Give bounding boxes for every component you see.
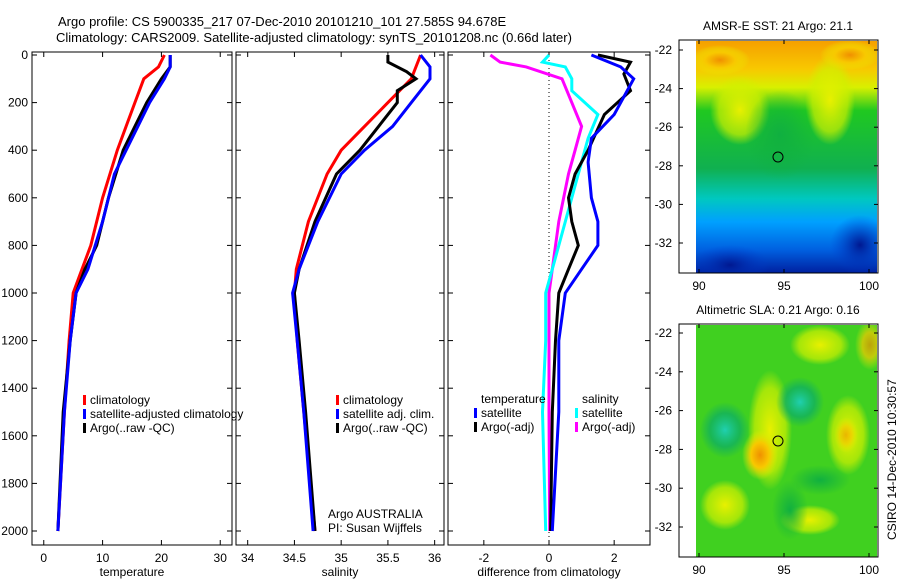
legend-item: satellite bbox=[582, 406, 623, 420]
map-title: Altimetric SLA: 0.21 Argo: 0.16 bbox=[696, 303, 860, 317]
lat-tick-label: -22 bbox=[655, 326, 673, 340]
y-tick-label: 600 bbox=[8, 191, 28, 205]
series-line-climatology bbox=[56, 54, 166, 532]
legend-swatch bbox=[336, 409, 339, 419]
argo-location-marker bbox=[772, 151, 784, 163]
lat-tick-label: -32 bbox=[655, 520, 673, 534]
y-tick-label: 1400 bbox=[1, 381, 28, 395]
legend-swatch bbox=[83, 409, 86, 419]
title-line-1: Argo profile: CS 5900335_217 07-Dec-2010… bbox=[58, 14, 507, 29]
credit-line-2: PI: Susan Wijffels bbox=[328, 521, 422, 535]
series-line-temperature-argo-adj- bbox=[549, 53, 633, 532]
x-tick-label: 35 bbox=[334, 551, 348, 565]
legend-item: satellite-adjusted climatology bbox=[90, 407, 243, 421]
legend-swatch bbox=[83, 395, 86, 405]
lat-tick-label: -30 bbox=[655, 481, 673, 495]
legend-item: Argo(..raw -QC) bbox=[343, 421, 428, 435]
x-tick-label: 34 bbox=[241, 551, 255, 565]
lat-tick-label: -26 bbox=[655, 404, 673, 418]
credit-line-1: Argo AUSTRALIA bbox=[328, 507, 423, 521]
y-tick-label: 400 bbox=[8, 143, 28, 157]
lat-tick-label: -32 bbox=[655, 236, 673, 250]
lon-tick-label: 95 bbox=[777, 563, 791, 577]
title-line-2: Climatology: CARS2009. Satellite-adjuste… bbox=[56, 30, 572, 45]
legend-title: temperature bbox=[481, 392, 546, 406]
series-line-satellite-adj-clim- bbox=[291, 54, 432, 532]
x-tick-label: 2 bbox=[611, 551, 618, 565]
map-axes-0: AMSR-E SST: 21 Argo: 21.1 90 95 100 -22 -24 -2… bbox=[655, 19, 880, 293]
x-tick-label: 30 bbox=[214, 551, 228, 565]
y-tick-label: 200 bbox=[8, 96, 28, 110]
series-line-climatology bbox=[292, 54, 422, 532]
lat-tick-label: -28 bbox=[655, 442, 673, 456]
lat-tick-label: -22 bbox=[655, 43, 673, 57]
lon-tick-label: 90 bbox=[692, 279, 706, 293]
y-tick-label: 1200 bbox=[1, 334, 28, 348]
lat-tick-label: -24 bbox=[655, 365, 673, 379]
legend-item: Argo(-adj) bbox=[481, 420, 534, 434]
timestamp-label: CSIRO 14-Dec-2010 10:30:57 bbox=[885, 379, 899, 540]
sst-map bbox=[678, 39, 879, 274]
legend-swatch bbox=[575, 422, 578, 432]
legend-item: satellite bbox=[481, 406, 522, 420]
y-tick-label: 0 bbox=[21, 48, 28, 62]
x-axis-label: salinity bbox=[322, 565, 359, 579]
sla-map-frame bbox=[678, 323, 879, 558]
series-line-argo-raw-qc- bbox=[292, 55, 419, 532]
y-tick-label: 800 bbox=[8, 238, 28, 252]
legend-title: salinity bbox=[582, 392, 619, 406]
legend-item: Argo(..raw -QC) bbox=[90, 421, 175, 435]
legend-swatch bbox=[575, 408, 578, 418]
sla-map bbox=[678, 323, 879, 558]
y-tick-label: 1000 bbox=[1, 286, 28, 300]
y-tick-label: 1800 bbox=[1, 476, 28, 490]
y-tick-label: 2000 bbox=[1, 524, 28, 538]
lon-tick-label: 100 bbox=[859, 563, 879, 577]
x-tick-label: 10 bbox=[96, 551, 110, 565]
x-tick-label: 34.5 bbox=[283, 551, 307, 565]
lat-tick-label: -30 bbox=[655, 197, 673, 211]
legend-swatch bbox=[336, 423, 339, 433]
y-tick-label: 1600 bbox=[1, 429, 28, 443]
x-tick-label: -2 bbox=[479, 551, 490, 565]
legend-item: satellite adj. clim. bbox=[343, 407, 434, 421]
x-tick-label: 36 bbox=[428, 551, 442, 565]
series-line-salinity-argo-adj- bbox=[489, 53, 584, 532]
x-axis-label: difference from climatology bbox=[477, 565, 620, 579]
legend-item: Argo(-adj) bbox=[582, 420, 635, 434]
profile-panel-1: 34 34.5 35 35.5 36 salinity climatologysatelli… bbox=[235, 51, 445, 579]
lat-tick-label: -28 bbox=[655, 159, 673, 173]
lon-tick-label: 95 bbox=[777, 279, 791, 293]
x-tick-label: 20 bbox=[155, 551, 169, 565]
series-line-temperature-satellite bbox=[550, 53, 636, 532]
legend-swatch bbox=[474, 408, 477, 418]
series-line-satellite-adjusted-climatology bbox=[56, 55, 172, 532]
lat-tick-label: -24 bbox=[655, 82, 673, 96]
profile-panel-0: 0 10 20 30 0 200 400 600 800 1000 1200 1400 1600 1800… bbox=[1, 48, 243, 579]
sst-map-frame bbox=[678, 39, 879, 274]
x-axis-label: temperature bbox=[100, 565, 165, 579]
legend-swatch bbox=[336, 395, 339, 405]
argo-location-marker bbox=[772, 435, 784, 447]
map-axes-1: Altimetric SLA: 0.21 Argo: 0.16 90 95 100 -2… bbox=[655, 303, 880, 577]
lon-tick-label: 90 bbox=[692, 563, 706, 577]
x-tick-label: 0 bbox=[40, 551, 47, 565]
legend-swatch bbox=[83, 423, 86, 433]
plot-frame bbox=[31, 51, 233, 546]
map-title: AMSR-E SST: 21 Argo: 21.1 bbox=[703, 19, 853, 33]
legend-item: climatology bbox=[90, 393, 150, 407]
plot-frame bbox=[235, 51, 445, 546]
lon-tick-label: 100 bbox=[859, 279, 879, 293]
x-tick-label: 35.5 bbox=[376, 551, 400, 565]
legend-item: climatology bbox=[343, 393, 403, 407]
x-tick-label: 0 bbox=[546, 551, 553, 565]
lat-tick-label: -26 bbox=[655, 120, 673, 134]
legend-swatch bbox=[474, 422, 477, 432]
